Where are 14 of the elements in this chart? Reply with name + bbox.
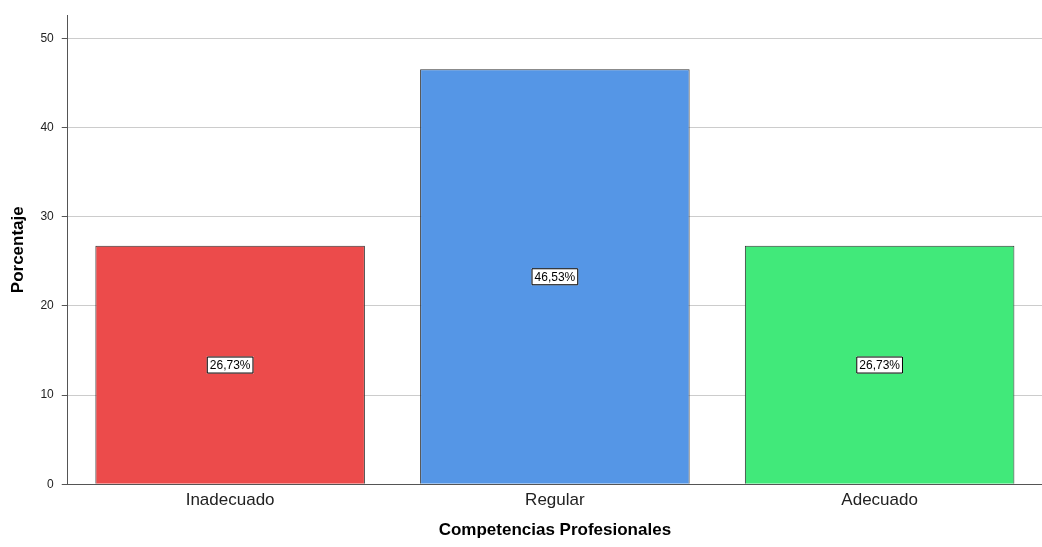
y-axis-title: Porcentaje (7, 206, 27, 294)
data-label: 46,53% (534, 270, 576, 285)
data-label: 26,73% (209, 358, 251, 373)
y-tick-label: 20 (40, 298, 55, 313)
x-tick-label: Inadecuado (185, 490, 275, 510)
y-tick-label: 0 (47, 476, 55, 491)
y-tick-label: 50 (40, 30, 55, 45)
y-tick-label: 10 (40, 387, 55, 402)
y-tick-label: 30 (40, 209, 55, 224)
x-tick-label: Adecuado (841, 490, 918, 510)
x-axis-title: Competencias Profesionales (438, 520, 672, 540)
y-tick-label: 40 (40, 119, 55, 134)
x-tick-label: Regular (525, 490, 585, 510)
data-label: 26,73% (859, 358, 901, 373)
